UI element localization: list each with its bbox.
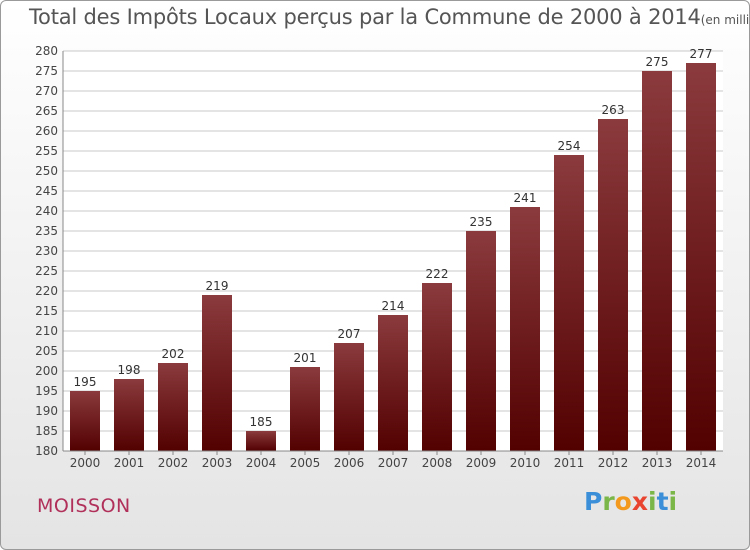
- chart-title-text: Total des Impôts Locaux perçus par la Co…: [29, 5, 701, 29]
- commune-name: MOISSON: [37, 495, 131, 517]
- bar-value-label: 222: [426, 267, 449, 281]
- x-axis: 2000 2001 2002 2003 2004 2005 2006 2007 2008 2009…: [63, 450, 723, 470]
- y-tick-label: 270: [35, 84, 58, 98]
- logo-letter: t: [656, 487, 669, 516]
- bar: [158, 363, 188, 451]
- bar: [290, 367, 320, 451]
- bar: [422, 283, 452, 451]
- y-tick-label: 190: [35, 404, 58, 418]
- bar-value-label: 263: [602, 103, 625, 117]
- bar: [246, 431, 276, 451]
- x-tick-label: 2002: [158, 456, 189, 470]
- bar: [114, 379, 144, 451]
- bar-value-label: 275: [646, 55, 669, 69]
- x-tick-label: 2007: [378, 456, 409, 470]
- bar-value-label: 198: [118, 363, 141, 377]
- bar-value-label: 201: [294, 351, 317, 365]
- x-tick-label: 2014: [686, 456, 717, 470]
- y-axis: 180 185 190 195 200 205 210 215 220 225 230 235 240 2…: [35, 44, 64, 458]
- y-tick-label: 265: [35, 104, 58, 118]
- y-tick-label: 260: [35, 124, 58, 138]
- y-tick-label: 245: [35, 184, 58, 198]
- chart-title: Total des Impôts Locaux perçus par la Co…: [29, 5, 750, 29]
- y-tick-label: 240: [35, 204, 58, 218]
- y-tick-label: 200: [35, 364, 58, 378]
- logo-letter: x: [631, 487, 648, 516]
- y-tick-label: 230: [35, 244, 58, 258]
- y-tick-label: 255: [35, 144, 58, 158]
- y-tick-label: 210: [35, 324, 58, 338]
- y-tick-label: 235: [35, 224, 58, 238]
- y-tick-label: 280: [35, 44, 58, 58]
- chart-title-unit: (en milliers d'€): [700, 13, 750, 27]
- x-tick-label: 2008: [422, 456, 453, 470]
- x-tick-label: 2009: [466, 456, 497, 470]
- bar-value-label: 241: [514, 191, 537, 205]
- bar-value-label: 195: [74, 375, 97, 389]
- y-tick-label: 205: [35, 344, 58, 358]
- bar-value-label: 207: [338, 327, 361, 341]
- logo-letter: P: [584, 487, 603, 516]
- bar: [202, 295, 232, 451]
- x-tick-label: 2011: [554, 456, 585, 470]
- bar-value-label: 214: [382, 299, 405, 313]
- bar-value-label: 219: [206, 279, 229, 293]
- bar: [510, 207, 540, 451]
- bar-value-label: 185: [250, 415, 273, 429]
- bar: [334, 343, 364, 451]
- y-tick-label: 225: [35, 264, 58, 278]
- x-tick-label: 2004: [246, 456, 277, 470]
- y-tick-label: 275: [35, 64, 58, 78]
- bar-value-label: 202: [162, 347, 185, 361]
- bar-value-label: 254: [558, 139, 581, 153]
- logo-letter: o: [614, 487, 632, 516]
- y-tick-label: 250: [35, 164, 58, 178]
- x-tick-label: 2013: [642, 456, 673, 470]
- bar: [642, 71, 672, 451]
- bar: [686, 63, 716, 451]
- x-tick-label: 2001: [114, 456, 145, 470]
- logo-letter: r: [602, 487, 615, 516]
- y-tick-label: 180: [35, 444, 58, 458]
- y-tick-label: 220: [35, 284, 58, 298]
- bar: [554, 155, 584, 451]
- x-tick-label: 2003: [202, 456, 233, 470]
- y-tick-label: 195: [35, 384, 58, 398]
- bar-value-label: 235: [470, 215, 493, 229]
- bar-value-label: 277: [690, 47, 713, 61]
- logo-letter: i: [648, 487, 657, 516]
- logo-letter: i: [668, 487, 678, 516]
- proxiti-logo: Proxiti: [584, 487, 677, 516]
- bar: [598, 119, 628, 451]
- y-tick-label: 215: [35, 304, 58, 318]
- x-tick-label: 2000: [70, 456, 101, 470]
- x-tick-label: 2006: [334, 456, 365, 470]
- x-tick-label: 2010: [510, 456, 541, 470]
- y-tick-label: 185: [35, 424, 58, 438]
- bars: 195 198 202 219 185 201 207 214 222 235 241 254 263 2…: [70, 47, 716, 451]
- x-tick-label: 2005: [290, 456, 321, 470]
- x-tick-label: 2012: [598, 456, 629, 470]
- bar: [466, 231, 496, 451]
- bar: [70, 391, 100, 451]
- bar: [378, 315, 408, 451]
